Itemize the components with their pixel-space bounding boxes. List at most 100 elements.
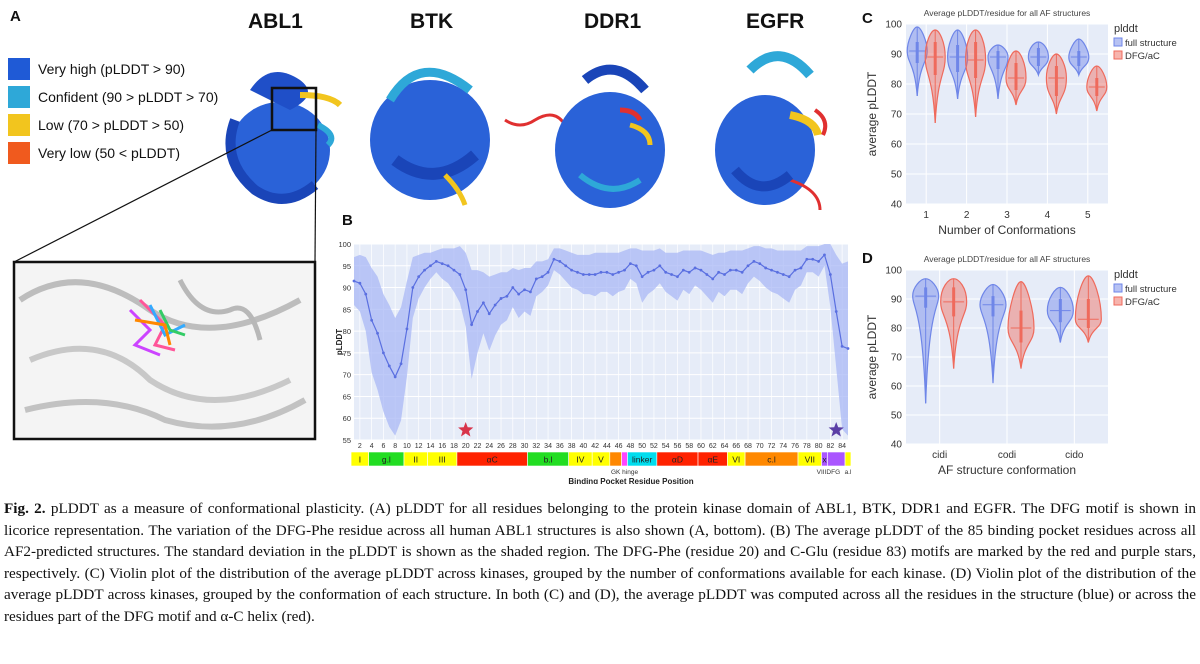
region-label: g.l	[382, 455, 391, 465]
violin-box	[991, 296, 995, 317]
x-tick-label: 1	[923, 210, 929, 221]
chart-d-violin-structure-conformation: Average pLDDT/residue for all AF structu…	[866, 254, 1177, 477]
region-label: αD	[672, 455, 683, 465]
y-tick-label: 40	[891, 440, 903, 451]
region-label: αC	[487, 455, 498, 465]
y-tick-label: 60	[891, 140, 903, 151]
y-tick-label: 100	[338, 240, 351, 249]
y-tick-label: 80	[891, 80, 903, 91]
mean-point	[470, 323, 474, 326]
mean-point	[411, 286, 415, 289]
ddr1-structure	[555, 64, 665, 208]
y-tick-label: 65	[343, 392, 351, 401]
mean-point	[670, 273, 673, 276]
mean-point	[493, 303, 497, 307]
legend-label: Very high (pLDDT > 90)	[38, 61, 186, 77]
x-tick-label: 36	[556, 443, 564, 450]
mean-point	[623, 268, 626, 272]
x-tick-label: 14	[427, 443, 435, 450]
mean-point	[446, 264, 450, 268]
y-tick-label: 40	[891, 200, 903, 211]
x-tick-label: 4	[1045, 210, 1051, 221]
x-tick-label: 74	[779, 443, 787, 450]
x-tick-label: 52	[650, 443, 658, 450]
mean-point	[405, 327, 409, 331]
mean-point	[476, 310, 479, 313]
protein-title-btk: BTK	[410, 10, 454, 33]
panel-letter-b: B	[342, 212, 353, 229]
y-tick-label: 100	[885, 266, 902, 277]
mean-point	[434, 260, 438, 263]
violin-box	[1054, 66, 1058, 96]
x-tick-label: 22	[474, 443, 482, 450]
mean-point	[387, 364, 391, 368]
mean-point	[728, 268, 732, 272]
legend-very-low: Very low (50 < pLDDT)	[8, 140, 180, 166]
mean-point	[693, 266, 697, 270]
y-tick-label: 85	[343, 305, 351, 314]
y-tick-label: 80	[343, 327, 351, 336]
y-tick-label: 95	[343, 262, 351, 271]
std-band	[354, 244, 848, 436]
y-axis-label: pLDDT	[336, 329, 344, 355]
x-tick-label: 18	[450, 443, 458, 450]
mean-point	[370, 318, 374, 322]
x-tick-label: cido	[1065, 450, 1084, 461]
x-tick-label: 12	[415, 443, 423, 450]
x-tick-label: 78	[803, 443, 811, 450]
mean-point	[564, 264, 568, 268]
panel-letter-c: C	[862, 10, 873, 27]
x-tick-label: 56	[674, 443, 682, 450]
x-tick-label: cidi	[932, 450, 947, 461]
violin-box	[1019, 310, 1023, 343]
violin-box	[1014, 63, 1018, 90]
x-tick-label: 26	[497, 443, 505, 450]
mean-point	[787, 275, 791, 279]
caption-label: Fig. 2.	[4, 500, 46, 517]
legend-swatch	[8, 142, 30, 164]
legend-label: DFG/aC	[1125, 297, 1160, 308]
y-tick-label: 90	[343, 284, 351, 293]
mean-point	[576, 270, 579, 274]
mean-point	[376, 331, 379, 335]
y-tick-label: 100	[885, 20, 902, 31]
legend-swatch	[8, 114, 30, 136]
violin-box	[1086, 299, 1090, 328]
panel-letter-a: A	[10, 8, 21, 25]
mean-point	[828, 273, 832, 276]
figure-caption: Fig. 2. pLDDT as a measure of conformati…	[4, 498, 1196, 628]
region-label: VI	[732, 455, 740, 465]
region-sublabel: DFG	[826, 469, 840, 476]
mean-point	[499, 297, 503, 300]
region-label: III	[439, 455, 446, 465]
mean-point	[846, 347, 850, 350]
mean-point	[593, 273, 597, 276]
legend-label: Low (70 > pLDDT > 50)	[38, 117, 185, 133]
violin-box	[956, 45, 960, 72]
mean-point	[605, 270, 609, 274]
mean-point	[364, 292, 368, 296]
region-sublabel: a.l	[845, 469, 852, 476]
mean-point	[570, 268, 573, 272]
x-tick-label: 58	[685, 443, 693, 450]
x-tick-label: 20	[462, 443, 470, 450]
x-tick-label: codi	[998, 450, 1016, 461]
violin-box	[915, 42, 919, 63]
legend-swatch	[8, 86, 30, 108]
mean-point	[464, 288, 468, 292]
legend-low: Low (70 > pLDDT > 50)	[8, 112, 184, 138]
region-label: I	[359, 455, 361, 465]
x-tick-label: 2	[964, 210, 970, 221]
x-tick-label: 34	[544, 443, 552, 450]
region-sublabel: VIII	[817, 469, 827, 476]
x-tick-label: 2	[358, 443, 362, 450]
mean-point	[676, 275, 679, 279]
x-tick-label: 42	[591, 443, 599, 450]
y-tick-label: 50	[891, 170, 903, 181]
x-tick-label: 48	[627, 443, 635, 450]
region-label: II	[413, 455, 418, 465]
legend-swatch	[1113, 296, 1123, 306]
region-label: VII	[805, 455, 815, 465]
mean-point	[634, 264, 638, 268]
y-tick-label: 70	[343, 371, 351, 380]
